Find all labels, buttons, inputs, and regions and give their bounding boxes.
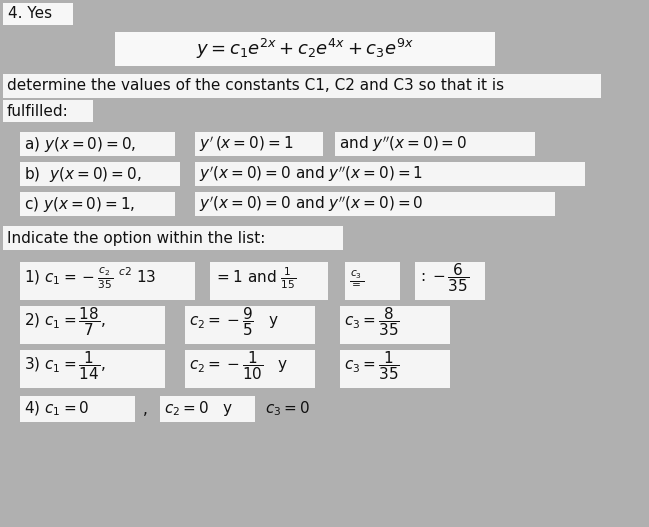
Text: Indicate the option within the list:: Indicate the option within the list:: [7, 230, 265, 246]
FancyBboxPatch shape: [20, 350, 165, 388]
Text: $c_3 = \dfrac{1}{35}$: $c_3 = \dfrac{1}{35}$: [344, 349, 400, 383]
Text: $= 1$ and $\frac{1}{15}$: $= 1$ and $\frac{1}{15}$: [214, 265, 297, 291]
Text: b)  $y(x = 0) = 0,$: b) $y(x = 0) = 0,$: [24, 164, 141, 183]
FancyBboxPatch shape: [195, 162, 585, 186]
FancyBboxPatch shape: [3, 226, 343, 250]
FancyBboxPatch shape: [3, 100, 93, 122]
FancyBboxPatch shape: [160, 396, 255, 422]
FancyBboxPatch shape: [335, 132, 535, 156]
Text: c) $y(x = 0) = 1,$: c) $y(x = 0) = 1,$: [24, 194, 136, 213]
FancyBboxPatch shape: [20, 306, 165, 344]
Text: $c_2 = 0$   y: $c_2 = 0$ y: [164, 399, 233, 418]
FancyBboxPatch shape: [20, 162, 180, 186]
Text: 2) $c_1 = \dfrac{18}{7},$: 2) $c_1 = \dfrac{18}{7},$: [24, 306, 106, 338]
Text: $c_3 = 0$: $c_3 = 0$: [265, 399, 310, 418]
Text: $c_3 = \dfrac{8}{35}$: $c_3 = \dfrac{8}{35}$: [344, 306, 400, 338]
Text: 4. Yes: 4. Yes: [8, 6, 52, 22]
FancyBboxPatch shape: [20, 396, 135, 422]
FancyBboxPatch shape: [185, 306, 315, 344]
FancyBboxPatch shape: [195, 132, 323, 156]
FancyBboxPatch shape: [20, 192, 175, 216]
Text: $c_2 = -\dfrac{1}{10}$   y: $c_2 = -\dfrac{1}{10}$ y: [189, 349, 289, 383]
Text: $\frac{c_3}{=}$: $\frac{c_3}{=}$: [349, 269, 364, 287]
FancyBboxPatch shape: [20, 262, 195, 300]
Text: fulfilled:: fulfilled:: [7, 103, 69, 119]
FancyBboxPatch shape: [210, 262, 328, 300]
FancyBboxPatch shape: [340, 306, 450, 344]
FancyBboxPatch shape: [345, 262, 400, 300]
FancyBboxPatch shape: [115, 32, 495, 66]
Text: 1) $c_1 = -\frac{c_2}{35}\ ^{c2}\ 13$: 1) $c_1 = -\frac{c_2}{35}\ ^{c2}\ 13$: [24, 265, 156, 291]
Text: $y'(x = 0) = 0$ and $y''(x = 0) = 0$: $y'(x = 0) = 0$ and $y''(x = 0) = 0$: [199, 194, 423, 214]
FancyBboxPatch shape: [340, 350, 450, 388]
Text: $: -\dfrac{6}{35}$: $: -\dfrac{6}{35}$: [418, 261, 469, 295]
Text: 4) $c_1 = 0$: 4) $c_1 = 0$: [24, 400, 90, 418]
Text: determine the values of the constants C1, C2 and C3 so that it is: determine the values of the constants C1…: [7, 79, 504, 93]
FancyBboxPatch shape: [3, 3, 73, 25]
Text: and $y''(x = 0) = 0$: and $y''(x = 0) = 0$: [339, 134, 467, 154]
FancyBboxPatch shape: [185, 350, 315, 388]
Text: $y = c_1 e^{2x} + c_2 e^{4x} + c_3 e^{9x}$: $y = c_1 e^{2x} + c_2 e^{4x} + c_3 e^{9x…: [196, 37, 414, 61]
Text: $y'(x = 0) = 0$ and $y''(x = 0) = 1$: $y'(x = 0) = 0$ and $y''(x = 0) = 1$: [199, 164, 423, 184]
FancyBboxPatch shape: [415, 262, 485, 300]
Text: a) $y(x = 0) = 0,$: a) $y(x = 0) = 0,$: [24, 134, 136, 153]
FancyBboxPatch shape: [3, 74, 601, 98]
FancyBboxPatch shape: [195, 192, 555, 216]
FancyBboxPatch shape: [20, 132, 175, 156]
Text: ,: ,: [143, 402, 148, 416]
Text: $y'\,(x = 0) = 1$: $y'\,(x = 0) = 1$: [199, 134, 293, 154]
Text: 3) $c_1 = \dfrac{1}{14},$: 3) $c_1 = \dfrac{1}{14},$: [24, 349, 106, 383]
Text: $c_2 = -\dfrac{9}{5}$   y: $c_2 = -\dfrac{9}{5}$ y: [189, 306, 279, 338]
